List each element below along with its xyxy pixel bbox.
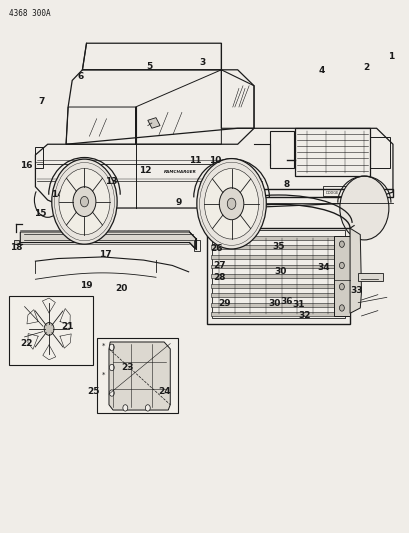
Bar xyxy=(333,236,349,316)
Text: 21: 21 xyxy=(61,321,73,330)
Circle shape xyxy=(59,168,110,235)
Text: DODGE: DODGE xyxy=(325,191,338,195)
Bar xyxy=(211,255,334,259)
Polygon shape xyxy=(357,273,382,281)
Bar xyxy=(9,296,92,365)
Text: 29: 29 xyxy=(218,298,230,308)
Text: *: * xyxy=(102,342,105,348)
Bar xyxy=(211,303,334,306)
Text: RAMCHARGER: RAMCHARGER xyxy=(164,170,196,174)
Circle shape xyxy=(73,187,96,216)
Circle shape xyxy=(109,365,114,370)
Bar xyxy=(211,274,334,278)
Text: 7: 7 xyxy=(38,97,45,106)
Text: 17: 17 xyxy=(98,251,111,260)
Circle shape xyxy=(109,344,114,351)
Bar xyxy=(211,293,334,297)
Bar xyxy=(97,338,178,413)
Text: 12: 12 xyxy=(139,166,152,175)
Circle shape xyxy=(52,159,117,244)
Text: 30: 30 xyxy=(274,268,286,276)
Text: 15: 15 xyxy=(34,209,47,218)
Text: 31: 31 xyxy=(292,300,304,309)
Circle shape xyxy=(339,262,344,269)
Text: 25: 25 xyxy=(88,387,100,396)
Circle shape xyxy=(44,322,54,335)
Text: 26: 26 xyxy=(210,244,222,253)
Text: 22: 22 xyxy=(20,338,32,348)
Text: 35: 35 xyxy=(272,242,284,251)
Text: 1: 1 xyxy=(387,52,393,61)
Text: 20: 20 xyxy=(115,284,127,293)
Text: 4: 4 xyxy=(317,67,324,75)
Circle shape xyxy=(123,405,128,411)
Text: 2: 2 xyxy=(362,63,369,71)
Text: 13: 13 xyxy=(105,177,117,186)
Bar xyxy=(35,147,43,168)
Bar xyxy=(323,185,347,196)
Text: 28: 28 xyxy=(213,273,225,281)
Text: 32: 32 xyxy=(298,311,310,320)
Text: 34: 34 xyxy=(317,263,329,272)
Circle shape xyxy=(80,197,88,207)
Bar xyxy=(294,128,370,176)
Text: 36: 36 xyxy=(280,296,292,305)
Polygon shape xyxy=(147,118,160,128)
Text: 4368 300А: 4368 300А xyxy=(9,9,50,18)
Circle shape xyxy=(109,390,114,396)
Text: 23: 23 xyxy=(121,363,133,372)
Circle shape xyxy=(219,188,243,220)
Bar xyxy=(370,137,389,167)
Text: 9: 9 xyxy=(175,198,181,207)
Text: 16: 16 xyxy=(20,161,32,170)
Circle shape xyxy=(204,168,258,239)
Polygon shape xyxy=(349,228,361,313)
Text: 10: 10 xyxy=(209,156,221,165)
Polygon shape xyxy=(20,232,195,249)
Text: 14: 14 xyxy=(51,190,63,199)
Circle shape xyxy=(227,198,235,209)
Bar xyxy=(211,312,334,316)
Text: 5: 5 xyxy=(146,62,153,70)
Circle shape xyxy=(339,241,344,247)
Text: 33: 33 xyxy=(349,286,362,295)
Text: 19: 19 xyxy=(80,280,92,289)
Bar xyxy=(211,245,334,249)
Bar xyxy=(211,264,334,269)
Bar xyxy=(258,189,392,197)
Polygon shape xyxy=(109,342,170,410)
Circle shape xyxy=(339,305,344,311)
Circle shape xyxy=(339,284,344,290)
Bar xyxy=(270,132,293,167)
Text: *: * xyxy=(102,372,105,377)
Bar xyxy=(193,240,199,251)
Text: 3: 3 xyxy=(199,59,206,67)
Circle shape xyxy=(339,176,388,240)
Bar xyxy=(211,284,334,288)
Text: 8: 8 xyxy=(283,180,289,189)
Circle shape xyxy=(145,405,150,411)
Text: 11: 11 xyxy=(188,156,200,165)
Text: 27: 27 xyxy=(212,261,225,270)
Bar xyxy=(211,236,334,240)
Text: 18: 18 xyxy=(10,244,22,253)
Text: 6: 6 xyxy=(77,71,83,80)
Circle shape xyxy=(196,159,265,249)
Text: 30: 30 xyxy=(267,299,280,308)
Bar xyxy=(14,240,19,244)
Text: 24: 24 xyxy=(157,387,170,396)
